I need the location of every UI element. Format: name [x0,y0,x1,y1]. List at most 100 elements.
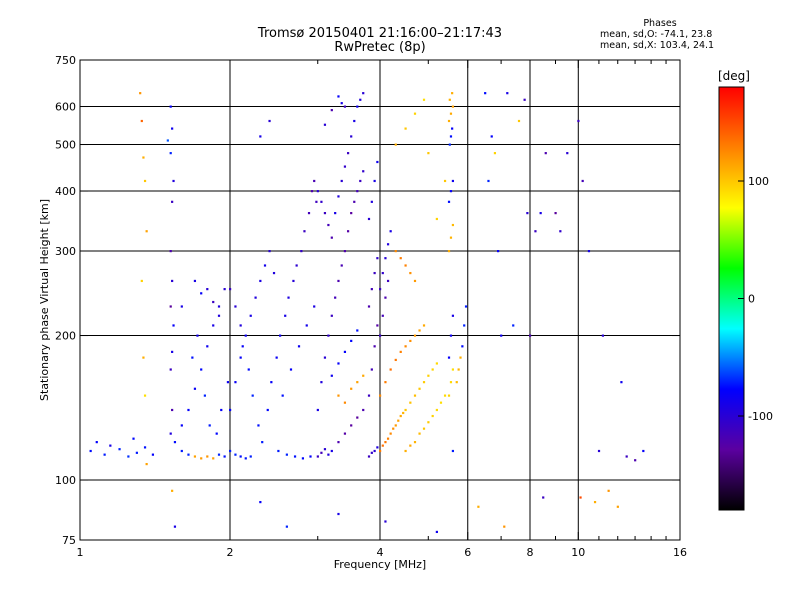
data-point [323,356,327,359]
data-point [384,381,387,384]
data-point [418,387,421,390]
y-tick-label: 500 [55,139,76,152]
data-point [212,324,215,327]
data-point [247,368,250,371]
data-point [367,217,371,221]
data-point [451,127,454,130]
data-point [172,179,175,183]
data-point [404,264,407,267]
chart-title-line-1: Tromsø 20150401 21:16:00–21:17:43 [257,26,503,41]
data-point [327,223,330,227]
x-tick-label: 4 [377,546,384,559]
data-point [313,179,316,183]
data-point [376,324,379,327]
data-point [244,457,247,460]
data-point [418,329,421,332]
data-point [350,339,353,343]
data-point [330,449,333,453]
y-tick-label: 400 [55,185,76,198]
data-point [362,170,365,173]
data-point [449,190,453,193]
data-point [449,112,453,115]
data-point [206,288,209,291]
data-point [379,334,382,337]
data-point [145,230,148,233]
data-point [356,105,359,108]
phase-stats-box: Phases mean, sd,O: -74.1, 23.8 mean, sd,… [600,18,720,51]
data-point [422,98,426,101]
data-point [316,190,319,193]
data-point [373,449,376,453]
data-point [350,424,353,427]
data-point [206,345,209,348]
data-point [315,200,318,203]
data-point [343,401,347,404]
data-point [285,525,288,528]
data-point [370,200,373,203]
data-point [447,119,451,123]
data-point [370,451,373,454]
y-axis-label: Stationary phase Virtual Height [km] [38,199,51,401]
data-point [431,414,434,418]
data-point [389,432,392,435]
data-point [173,525,177,528]
data-point [399,257,402,260]
data-point [500,334,503,337]
data-point [330,236,333,239]
data-point [293,455,297,458]
data-point [384,441,387,444]
data-point [634,459,637,462]
data-point [392,427,395,430]
data-point [287,296,290,299]
data-point [356,329,359,332]
data-point [464,305,468,308]
data-point [229,449,232,453]
data-point [173,441,177,444]
y-tick-label: 750 [55,54,76,67]
data-point [359,179,362,183]
data-point [593,500,597,504]
data-point [394,143,397,146]
data-point [350,387,353,390]
data-point [171,408,174,412]
y-tick-label: 600 [55,101,76,114]
data-point [367,305,371,308]
data-point [196,334,199,337]
data-point [259,500,262,504]
data-point [118,448,121,451]
data-point [272,271,276,275]
data-point [422,324,426,327]
data-point [143,446,147,449]
data-point [187,453,190,456]
data-point [334,296,337,299]
data-point [447,356,451,359]
colorbar-tick-label: 100 [748,175,769,188]
data-point [379,394,382,397]
data-point [316,408,319,412]
data-point [461,345,464,348]
data-point [172,324,175,327]
data-point [223,455,226,458]
data-point [284,314,287,317]
colorbar-ticks: 100 0 -100 [738,175,773,423]
data-point [373,271,376,275]
data-point [249,455,252,458]
data-point [451,314,455,317]
data-point [307,212,311,215]
data-point [343,250,347,253]
data-point [409,271,412,275]
data-point [350,135,353,138]
data-point [132,437,135,440]
data-point [459,356,462,359]
x-tick-label: 6 [464,546,471,559]
data-point [353,200,356,203]
data-point [373,179,376,183]
data-point [266,408,269,412]
data-point [191,356,194,359]
data-point [529,334,532,337]
data-point [350,212,353,215]
data-point [268,119,271,123]
data-point [447,394,451,397]
data-point [384,257,387,260]
data-point [448,143,451,146]
